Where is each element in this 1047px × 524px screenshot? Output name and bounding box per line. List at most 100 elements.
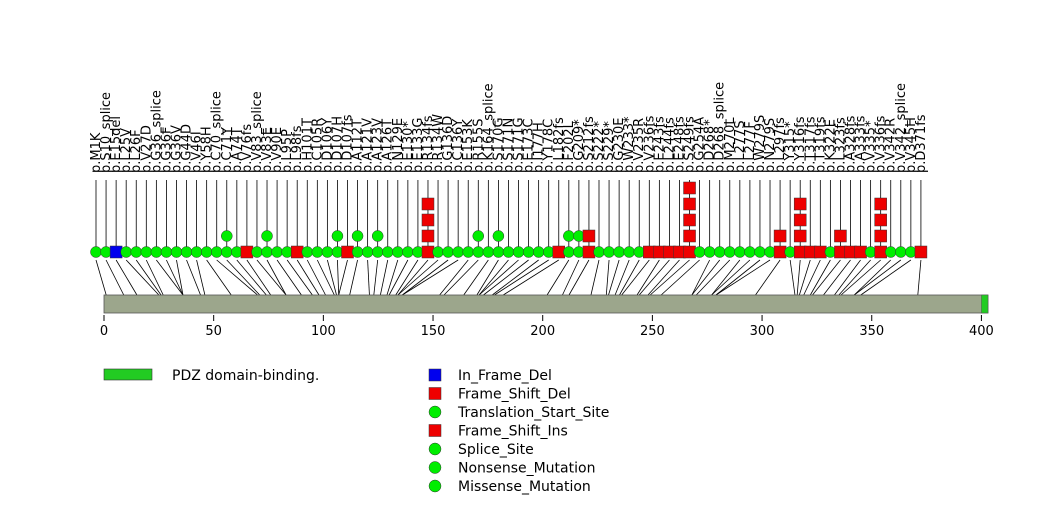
connector-line <box>917 259 922 296</box>
mutation-marker <box>421 245 435 259</box>
tick-label: 0 <box>100 324 108 339</box>
mutation-marker <box>793 197 807 211</box>
mutation-marker <box>331 230 344 242</box>
mutation-label: p.A333fs <box>854 115 869 173</box>
mutation-label: p.L323fs <box>833 117 848 173</box>
tick-label: 300 <box>750 324 775 339</box>
connector-line <box>386 259 399 296</box>
mutation-label: p.D268* <box>703 119 718 173</box>
connector-line <box>809 259 831 296</box>
mutation-label: p.T319fs <box>813 116 828 173</box>
connector-line <box>337 259 340 296</box>
tick-label: 100 <box>311 324 336 339</box>
mutation-marker <box>200 246 213 258</box>
connector-line <box>186 259 201 296</box>
legend-swatch <box>428 461 442 474</box>
connector-line <box>226 259 261 296</box>
tick-label: 50 <box>205 324 222 339</box>
connector-line <box>796 259 801 296</box>
mutation-label: p.R134fs <box>421 115 436 173</box>
mutation-marker <box>563 246 575 258</box>
mutation-label: p.C136Y <box>451 119 466 173</box>
connector-line <box>176 259 184 296</box>
mutation-label: p.G230E <box>612 118 627 174</box>
connector-line <box>812 259 841 296</box>
connector-line <box>636 259 660 296</box>
connector-line <box>395 259 419 296</box>
mutation-marker <box>271 246 283 258</box>
mutation-marker <box>683 213 696 227</box>
legend-label: Missense_Mutation <box>458 479 591 495</box>
connector-line <box>691 259 711 296</box>
mutation-label: p.L277F <box>743 121 758 173</box>
mutation-label: p.E243fs <box>652 116 667 173</box>
mutation-marker <box>773 245 787 259</box>
connector-line <box>590 259 600 296</box>
mutation-marker <box>421 197 435 211</box>
connector-line <box>608 259 620 296</box>
connector-line <box>266 259 287 296</box>
mutation-label: p.S249fs <box>683 116 698 173</box>
connector-line <box>568 259 590 296</box>
legend-swatch <box>428 387 442 400</box>
connector-line <box>236 259 267 296</box>
connector-line <box>834 259 861 296</box>
connector-line <box>326 259 337 296</box>
mutation-label: p.E173C <box>522 119 537 174</box>
mutation-marker <box>120 246 132 258</box>
connector-line <box>373 259 379 296</box>
mutation-label: p.S171N <box>501 118 516 173</box>
connector-line <box>860 259 912 296</box>
mutation-label: p.I177H <box>532 122 547 173</box>
mutation-label: p.D107H <box>330 116 345 173</box>
connector-line <box>216 259 258 296</box>
legend-swatch <box>428 442 442 456</box>
connector-line <box>605 259 610 296</box>
mutation-label: p.S10_splice <box>99 92 114 173</box>
connector-line <box>647 259 680 296</box>
mutation-marker <box>874 245 887 259</box>
mutation-marker <box>854 245 867 259</box>
mutation-marker <box>724 246 736 258</box>
mutation-marker <box>371 230 384 242</box>
connector-line <box>638 259 670 296</box>
mutation-marker <box>874 197 887 211</box>
connector-line <box>439 259 469 296</box>
mutation-label: p.L297fs <box>773 117 788 173</box>
mutation-label: p.W279S <box>753 115 768 173</box>
mutation-label: p.A123V <box>371 118 386 173</box>
mutation-label: p.Y316fs <box>793 116 808 173</box>
mutation-label: p.A74T <box>230 127 245 173</box>
connector-line <box>397 259 439 296</box>
mutation-marker <box>140 246 153 258</box>
connector-line <box>823 259 851 296</box>
mutation-marker <box>432 246 444 258</box>
mutation-label: p.L98fs <box>290 125 305 173</box>
mutation-label: p.C70_splice <box>210 91 225 173</box>
mutation-label: p.G36_splice <box>149 90 164 173</box>
mutation-label: p.L182fs <box>552 117 567 173</box>
mutation-marker <box>593 246 605 258</box>
mutation-marker <box>603 246 615 258</box>
connector-line <box>715 259 761 296</box>
connector-line <box>95 259 107 296</box>
connector-line <box>492 259 539 296</box>
mutation-marker <box>452 246 464 258</box>
connector-line <box>755 259 781 296</box>
mutation-marker <box>462 246 474 258</box>
connector-line <box>166 259 184 296</box>
connector-line <box>115 259 138 296</box>
legend-swatch <box>428 405 442 419</box>
mutation-label: p.A126T <box>381 119 396 173</box>
connector-line <box>619 259 640 296</box>
mutation-marker <box>552 245 566 259</box>
tick-label: 350 <box>859 324 884 339</box>
mutation-label: p.V83_splice <box>250 91 265 173</box>
mutation-marker <box>734 246 746 258</box>
mutation-marker <box>793 229 807 243</box>
mutation-marker <box>402 246 414 258</box>
mutation-label: p.V342R <box>884 118 899 173</box>
mutation-label: p.V336fs <box>874 115 889 173</box>
mutation-marker <box>210 246 223 258</box>
legend-label: Frame_Shift_Del <box>458 387 571 403</box>
